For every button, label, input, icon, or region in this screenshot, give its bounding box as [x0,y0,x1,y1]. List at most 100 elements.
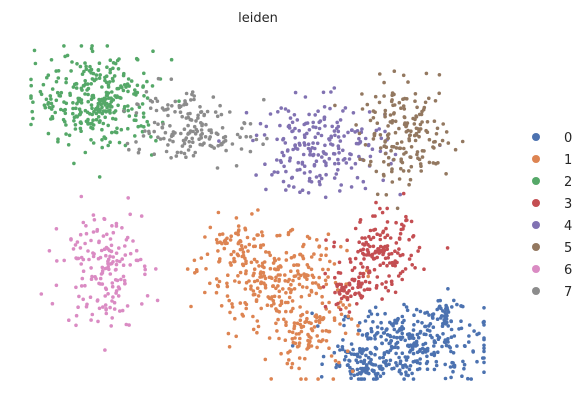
cluster-7-point [173,99,178,104]
cluster-0-point [378,374,383,379]
cluster-2-point [108,58,113,62]
cluster-1-point [255,278,260,283]
cluster-7-point [223,134,228,139]
cluster-1-point [327,310,332,314]
cluster-1-point [324,339,329,343]
cluster-4-point [316,109,320,113]
cluster-0-point [421,342,426,347]
cluster-2-point [71,85,76,89]
cluster-1-point [276,265,281,269]
legend-item-5: 5 [532,241,572,256]
cluster-7-point [212,146,216,150]
cluster-1-point [287,287,291,291]
cluster-1-point [253,292,257,297]
cluster-5-point [407,169,411,173]
cluster-5-point [383,108,388,113]
cluster-1-point [284,258,289,262]
cluster-7-point [166,103,170,107]
cluster-2-point [112,110,116,115]
cluster-1-point [236,241,241,246]
cluster-7-point [214,131,219,135]
cluster-0-point [412,323,416,327]
cluster-3-point [417,245,422,250]
cluster-0-point [482,370,486,375]
cluster-5-point [378,72,382,76]
cluster-1-point [208,281,212,286]
cluster-4-point [251,138,255,143]
cluster-0-point [332,350,337,355]
cluster-3-point [363,279,368,284]
cluster-7-point [199,110,204,114]
cluster-7-point [141,134,146,138]
cluster-3-point [445,246,450,250]
cluster-5-point [382,174,386,178]
cluster-4-point [351,111,356,115]
cluster-5-point [402,107,407,111]
cluster-1-point [249,260,254,265]
cluster-3-point [389,251,394,256]
cluster-1-point [292,287,297,291]
cluster-0-point [446,324,451,328]
cluster-1-point [292,263,296,268]
cluster-0-point [403,338,408,343]
cluster-3-point [350,286,355,291]
cluster-4-point [318,173,322,178]
cluster-4-point [303,95,308,99]
cluster-7-point [147,129,151,134]
cluster-4-point [316,153,321,157]
cluster-1-point [252,237,256,241]
cluster-7-point [184,116,189,120]
cluster-0-point [451,369,455,374]
cluster-5-point [402,96,407,101]
cluster-3-point [358,293,363,298]
cluster-0-point [432,367,437,372]
cluster-6-point [77,294,81,299]
cluster-2-point [31,116,35,121]
cluster-1-point [320,329,325,333]
cluster-4-point [302,122,307,127]
cluster-2-point [63,54,67,59]
cluster-0-point [321,354,326,359]
cluster-0-point [354,352,359,357]
cluster-3-point [362,257,366,261]
cluster-4-point [281,137,285,142]
cluster-0-point [391,324,395,328]
cluster-2-point [46,100,51,105]
cluster-2-point [117,57,121,61]
cluster-4-point [283,141,288,145]
cluster-0-point [378,356,382,360]
cluster-6-point [111,295,115,299]
cluster-1-point [293,274,298,278]
cluster-3-point [380,210,385,215]
cluster-4-point [298,167,302,172]
cluster-5-point [372,131,377,136]
cluster-1-point [245,235,250,240]
cluster-2-point [104,74,109,78]
cluster-5-point [390,180,395,184]
cluster-5-point [365,102,370,107]
cluster-0-point [365,334,369,338]
cluster-7-point [186,148,191,152]
cluster-6-point [50,301,55,306]
cluster-5-point [407,137,411,141]
cluster-6-point [83,241,87,246]
cluster-5-point [377,100,382,105]
cluster-1-point [290,299,295,303]
cluster-2-point [64,77,68,81]
cluster-5-point [407,182,411,187]
cluster-0-point [401,364,406,368]
cluster-0-point [359,350,363,355]
cluster-6-point [140,302,144,306]
cluster-6-point [121,263,126,268]
cluster-2-point [59,90,64,95]
cluster-1-point [255,319,260,323]
cluster-1-point [304,377,308,381]
cluster-1-point [297,341,302,345]
cluster-0-point [416,335,421,340]
cluster-3-point [375,232,380,236]
cluster-2-point [141,111,146,115]
cluster-0-point [375,376,379,381]
cluster-4-point [363,136,368,141]
cluster-3-point [372,267,377,272]
cluster-6-point [116,285,121,289]
